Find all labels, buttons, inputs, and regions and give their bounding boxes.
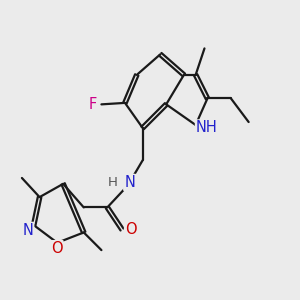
Text: N: N: [124, 175, 135, 190]
Text: H: H: [108, 176, 118, 190]
Text: F: F: [88, 97, 97, 112]
Text: N: N: [22, 223, 33, 238]
Text: O: O: [51, 241, 62, 256]
Text: NH: NH: [196, 120, 218, 135]
Text: O: O: [125, 222, 137, 237]
